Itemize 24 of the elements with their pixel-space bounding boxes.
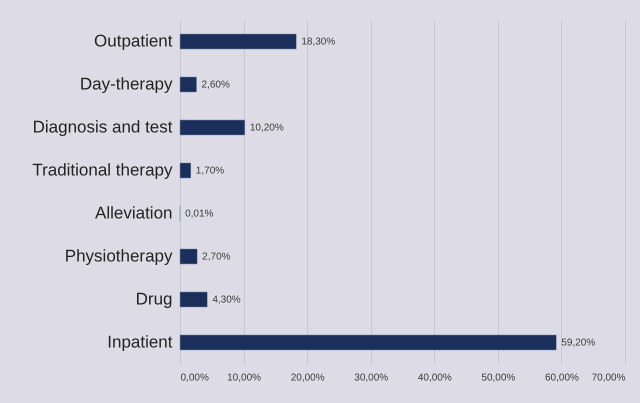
y-tick-label: Inpatient xyxy=(107,332,173,352)
x-tick-label: 10,00% xyxy=(227,372,262,384)
y-tick-label: Physiotherapy xyxy=(64,246,173,266)
data-label: 59,20% xyxy=(561,338,596,348)
y-tick-label: Drug xyxy=(136,290,172,308)
data-label: 2,70% xyxy=(202,252,231,262)
y-tick-label: Day-therapy xyxy=(80,74,173,94)
x-tick-label: 60,00% xyxy=(544,372,579,384)
data-label: 18,30% xyxy=(301,36,336,48)
y-tick-label: Traditional therapy xyxy=(32,160,173,180)
x-tick-label: 50,00% xyxy=(481,372,516,384)
y-tick-label: Diagnosis and test xyxy=(32,118,173,136)
y-tick-label: Outpatient xyxy=(94,32,173,50)
data-label: 0,01% xyxy=(185,208,214,220)
x-tick-label: 30,00% xyxy=(354,372,388,384)
data-label: 10,20% xyxy=(250,122,284,134)
data-label: 4,30% xyxy=(212,294,241,306)
y-tick-label: Alleviation xyxy=(95,204,172,222)
x-tick-label: 70,00% xyxy=(592,372,626,384)
data-label: 1,70% xyxy=(196,166,224,176)
x-tick-label: 20,00% xyxy=(290,372,325,384)
x-tick-label: 40,00% xyxy=(418,372,452,384)
x-tick-label: 0,00% xyxy=(180,372,209,384)
data-label: 2,60% xyxy=(202,80,230,90)
